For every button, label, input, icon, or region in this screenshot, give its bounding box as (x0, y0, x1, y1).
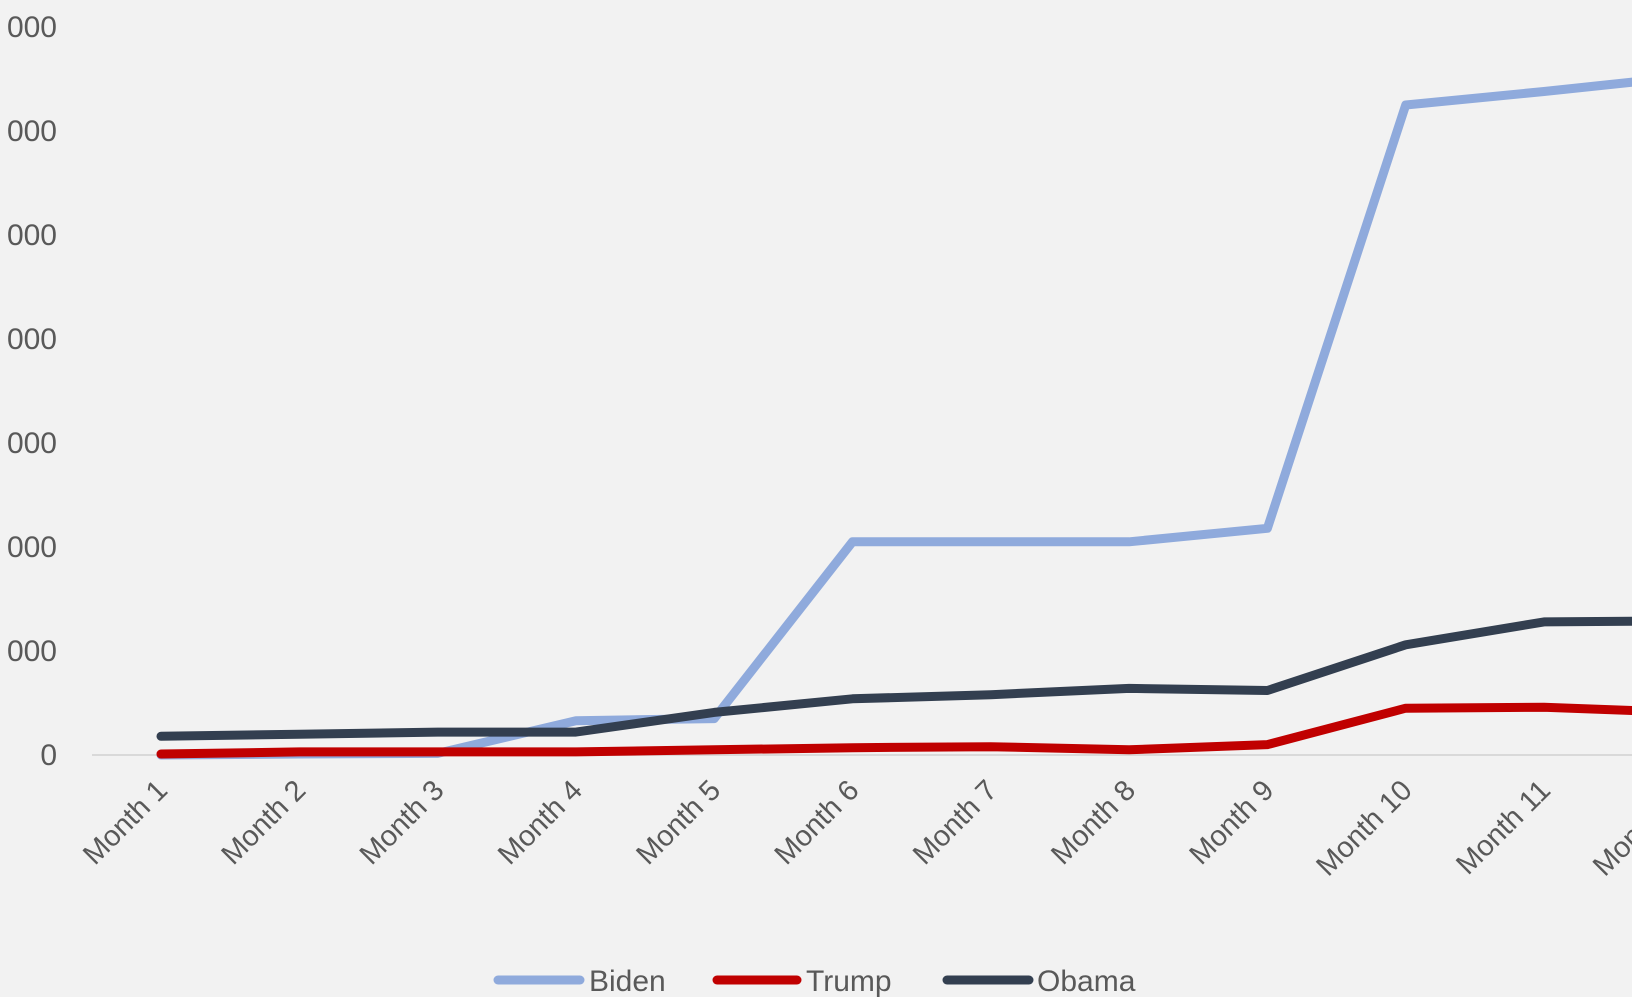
plot-area (92, 77, 1632, 760)
x-tick-label: Month 11 (1450, 774, 1557, 881)
x-tick-label: Month 3 (354, 774, 451, 871)
x-tick-label: Month 12 (1587, 774, 1632, 882)
y-tick-label: 000 (7, 427, 57, 460)
y-tick-label: 000 (7, 635, 57, 668)
y-tick-label: 000 (7, 531, 57, 564)
legend-label-obama: Obama (1037, 965, 1136, 997)
series-line-biden (156, 77, 1632, 760)
y-tick-label: 000 (7, 323, 57, 356)
x-tick-label: Month 1 (77, 774, 174, 871)
legend-label-trump: Trump (806, 965, 892, 997)
series-line-trump (156, 702, 1632, 759)
x-tick-label: Month 8 (1045, 774, 1142, 871)
x-tick-label: Month 2 (216, 774, 313, 871)
series-line-obama (156, 616, 1632, 741)
y-tick-label: 000 (7, 115, 57, 148)
legend: Biden Trump Obama (493, 965, 1136, 997)
x-tick-label: Month 7 (907, 774, 1004, 871)
x-tick-label: Month 6 (769, 774, 866, 871)
y-tick-label: 000 (7, 11, 57, 44)
x-tick-label: Month 5 (630, 774, 727, 871)
x-tick-label: Month 10 (1311, 774, 1419, 882)
x-axis: Month 1 Month 2 Month 3 Month 4 Month 5 Month… (77, 774, 1632, 882)
x-tick-label: Month 4 (492, 774, 589, 871)
y-tick-label: 000 (7, 219, 57, 252)
y-tick-label: 0 (40, 739, 57, 772)
x-tick-label: Month 9 (1184, 774, 1281, 871)
legend-label-biden: Biden (589, 965, 666, 997)
